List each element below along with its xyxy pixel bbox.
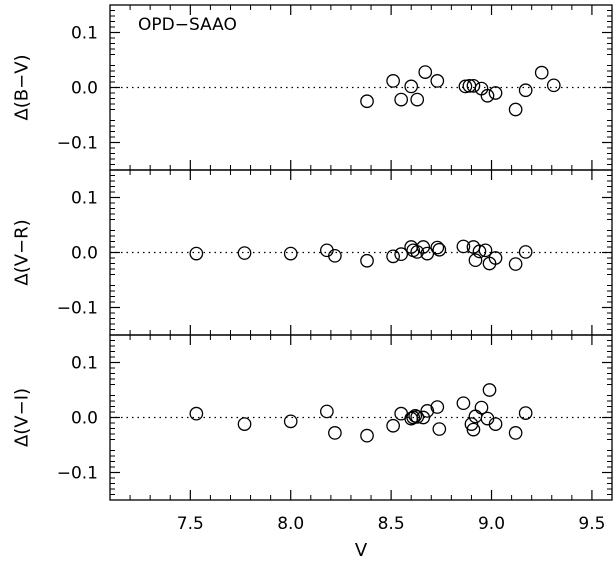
data-point: [418, 65, 433, 79]
data-point: [474, 400, 489, 415]
panel-2: −0.1 0.0 0.1 Δ(V−R): [12, 169, 613, 336]
y-axis-label: Δ(B−V): [12, 54, 33, 120]
data-point: [408, 408, 423, 423]
data-point: [464, 417, 479, 431]
y-tick-label: 0.1: [71, 354, 98, 374]
data-point: [432, 242, 447, 257]
data-point: [360, 94, 374, 109]
data-point: [283, 246, 298, 261]
data-point: [456, 396, 471, 411]
data-point: [189, 246, 204, 261]
data-point: [386, 74, 400, 88]
data-point: [394, 92, 409, 107]
panel-1: −0.1 0.0 0.1 Δ(B−V) OPD−SAAO: [12, 4, 613, 171]
panel-frame: [109, 169, 613, 336]
data-point: [283, 414, 298, 429]
data-point: [518, 406, 533, 420]
data-point: [508, 257, 523, 271]
y-tick-label: −0.1: [57, 464, 98, 484]
data-point: [430, 240, 445, 255]
panels: −0.1 0.0 0.1 Δ(B−V) OPD−SAAO −0.1 0.0 0.1 Δ(V−R)…: [12, 4, 613, 561]
data-point: [546, 78, 561, 93]
data-point: [468, 409, 483, 424]
data-point: [518, 83, 533, 98]
data-point: [430, 400, 445, 414]
data-point: [480, 88, 495, 103]
panel-annotation: OPD−SAAO: [138, 15, 237, 35]
y-tick-label: 0.0: [71, 409, 98, 429]
y-tick-label: 0.1: [71, 24, 98, 44]
x-axis-label: V: [355, 540, 368, 561]
y-tick-label: −0.1: [57, 134, 98, 154]
y-axis-label: Δ(V−R): [12, 219, 33, 285]
data-point: [360, 253, 374, 268]
data-point: [237, 417, 252, 431]
data-point: [466, 79, 481, 93]
x-tick-label: 9.5: [578, 514, 605, 534]
data-point: [404, 79, 419, 94]
data-point: [394, 247, 409, 261]
data-point: [189, 406, 204, 421]
data-point: [466, 422, 481, 437]
data-point: [386, 249, 400, 264]
data-point: [432, 422, 447, 436]
data-point: [458, 79, 473, 94]
data-point: [416, 410, 431, 425]
x-tick-label: 8.5: [378, 514, 405, 534]
data-point: [534, 65, 549, 80]
data-point: [488, 86, 503, 100]
data-point: [420, 404, 435, 418]
data-point: [406, 410, 421, 425]
data-point: [237, 246, 252, 260]
data-point: [328, 426, 342, 440]
data-point: [386, 418, 400, 433]
data-point: [508, 426, 523, 440]
data-point: [518, 245, 533, 259]
data-point: [328, 248, 342, 263]
data-point: [430, 74, 445, 88]
data-point: [478, 243, 493, 258]
data-point: [482, 383, 497, 397]
data-point: [468, 253, 483, 268]
x-tick-label: 8.0: [277, 514, 304, 534]
data-point: [320, 404, 334, 419]
x-tick-label: 7.5: [177, 514, 204, 534]
x-tick-label: 9.0: [478, 514, 505, 534]
data-point: [508, 102, 523, 117]
data-point: [472, 244, 487, 259]
data-point: [420, 246, 435, 261]
y-tick-label: 0.0: [71, 79, 98, 99]
data-point: [410, 410, 425, 424]
data-point: [416, 240, 431, 254]
data-point: [488, 251, 503, 265]
data-point: [360, 428, 374, 443]
data-point: [456, 239, 471, 254]
panel-frame: [109, 334, 613, 501]
data-point: [488, 417, 503, 431]
y-axis-label: Δ(V−I): [12, 388, 33, 447]
y-tick-label: 0.1: [71, 189, 98, 209]
y-tick-label: −0.1: [57, 299, 98, 319]
panel-3: −0.1 0.0 0.1 Δ(V−I) 7.5 8.0 8.5 9.0 9.5 V: [12, 334, 613, 561]
data-point: [410, 92, 425, 107]
y-tick-label: 0.0: [71, 244, 98, 264]
